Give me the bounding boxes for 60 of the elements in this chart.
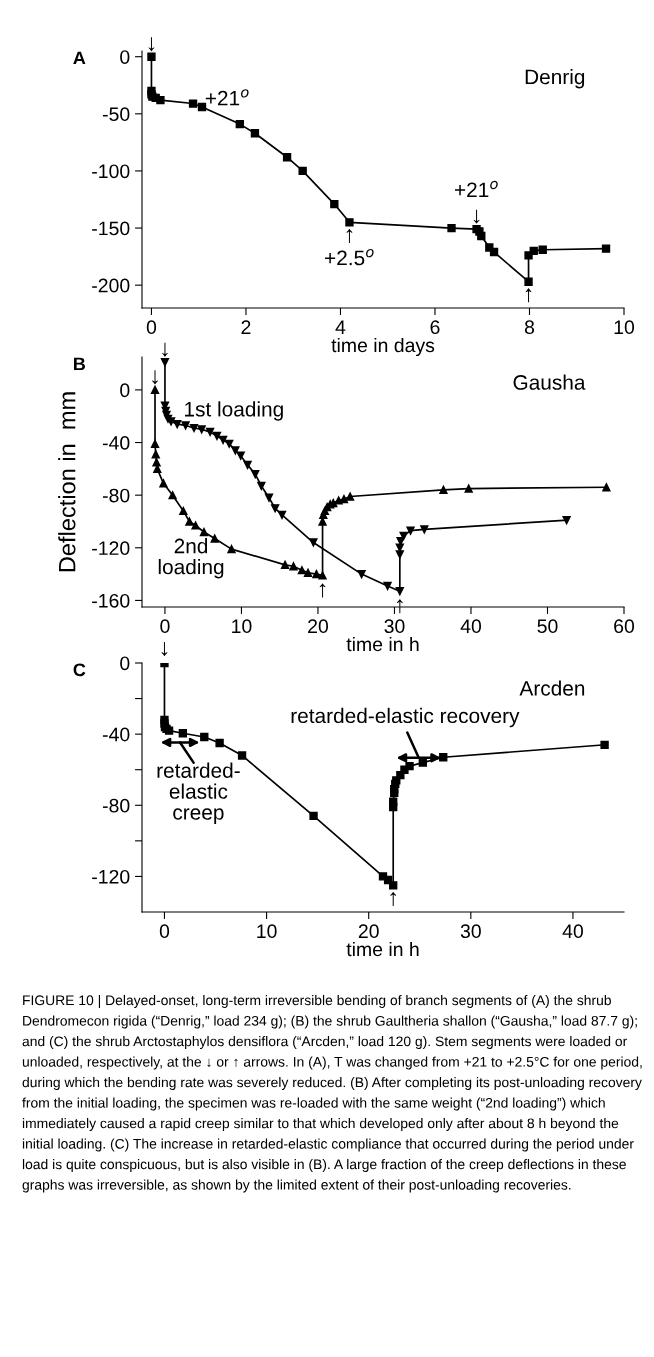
y-tick-label: -80 [102, 488, 130, 503]
x-axis-title: time in days [331, 337, 435, 357]
annotation: +21$^{o}$ [205, 89, 249, 106]
y-tick-label: -160 [92, 593, 130, 608]
x-axis-title: time in h [346, 636, 419, 652]
x-tick-label: 60 [614, 619, 635, 634]
y-tick-label: -120 [92, 869, 130, 884]
annotation: ↓ [162, 342, 168, 357]
y-tick-label: -80 [102, 798, 130, 813]
chart-title: B [74, 357, 86, 371]
annotation: 2nd loading [158, 538, 224, 579]
y-tick-label: -50 [102, 107, 130, 122]
x-tick-label: 40 [460, 619, 482, 634]
x-axis-title: time in h [346, 941, 419, 957]
text: FIGURE 10 | Delayed-onset, long-term irreversible bending of branch segments of (A) the shrub Dendromecon rigida (“Denrig,” load 234 g); (B) the shrub Gaultheria shallon (“Gausha,” load 87.7 g); and (C) the shrub Arctostaphylos densiflora (“Arcden,” load 120 g). Stem segments were loaded or unloaded, respectively, at the ↓ or ↑ arrows. In (A), T was changed from +21 to +2.5°C for one period, during which the bending rate was severely reduced. (B) After completing its post-unloading recovery from the initial loading, the specimen was re-loaded with the same weight (“2nd loading”) which immediately caused a rapid creep similar to that which developed only after about 8 h beyond the initial loading. (C) The increase in retarded-elastic compliance that occurred during the period under load is quite conspicuous, but is also visible in (B). A large fraction of the creep deflections in these graphs was irreversible, as shown by the limited extent of their post-unloading recoveries. [22, 995, 642, 1193]
x-tick-label: 8 [524, 320, 535, 335]
x-tick-label: 10 [614, 320, 635, 335]
y-axis-title: Deflection in mm [58, 392, 76, 572]
x-tick-label: 20 [308, 619, 329, 634]
x-tick-label: 50 [537, 619, 558, 634]
x-tick-label: 0 [159, 924, 170, 939]
y-tick-label: 0 [120, 656, 130, 671]
annotation: Arcden [519, 680, 585, 696]
annotation: ↑ [319, 583, 326, 598]
annotation: Denrig [525, 68, 585, 89]
y-tick-label: -40 [102, 727, 130, 742]
y-tick-label: -200 [92, 278, 130, 293]
x-tick-label: 2 [241, 320, 251, 334]
annotation: ↓ [473, 209, 480, 224]
annotation: ↓ [152, 370, 158, 385]
annotation: +2.5$^{o}$ [325, 248, 374, 266]
annotation: retarded- elastic creep [157, 762, 240, 824]
annotation: ↑ [397, 599, 403, 614]
annotation: ↑ [525, 288, 532, 303]
y-tick-label: 0 [120, 50, 130, 64]
x-tick-label: 30 [460, 924, 481, 939]
annotation: retarded-elastic recovery [291, 707, 520, 728]
chart-title: A [73, 51, 86, 65]
annotation: Gausha [513, 374, 586, 390]
annotation: ↑ [390, 891, 396, 906]
x-tick-label: 0 [160, 619, 170, 634]
x-tick-label: 0 [146, 320, 157, 335]
annotation: ↓ [148, 37, 155, 52]
x-tick-label: 4 [335, 320, 346, 334]
y-tick-label: 0 [120, 383, 130, 398]
chart-title: C [73, 663, 86, 677]
y-tick-label: -40 [102, 435, 130, 450]
annotation: +21$^{o}$ [454, 180, 498, 197]
x-tick-label: 30 [384, 619, 405, 634]
y-tick-label: -120 [92, 541, 130, 556]
y-tick-label: -150 [92, 221, 130, 236]
x-tick-label: 6 [430, 320, 440, 335]
annotation: 1st loading [185, 401, 283, 421]
x-tick-label: 10 [257, 924, 277, 939]
x-tick-label: 10 [232, 619, 252, 634]
annotation: ↓ [161, 642, 168, 657]
annotation: ↑ [346, 228, 353, 243]
y-tick-label: -100 [92, 164, 130, 179]
x-tick-label: 40 [562, 924, 583, 939]
x-tick-label: 20 [358, 924, 379, 939]
